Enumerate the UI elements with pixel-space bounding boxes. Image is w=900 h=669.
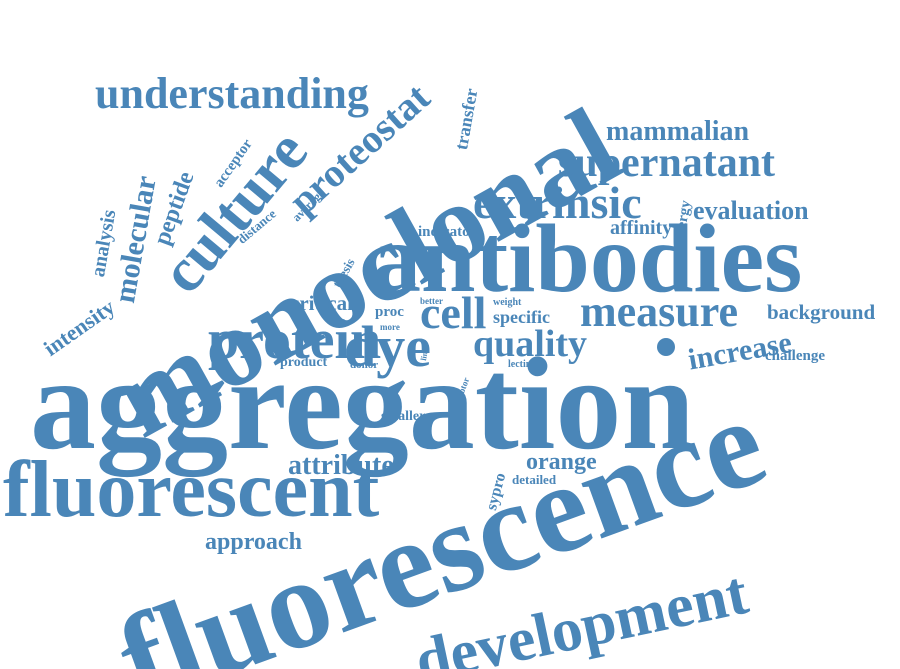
word-measure: measure [580, 287, 739, 336]
word-challenge: challenge [765, 348, 825, 364]
word-extrinsic: extrinsic [473, 177, 642, 228]
word-antibodies: antibodies [372, 205, 803, 313]
word-lectin: lectin [508, 359, 532, 370]
word-weight: weight [493, 297, 522, 308]
word-cell: cell [420, 287, 487, 338]
word-specific: specific [493, 307, 550, 327]
word-donor: donor [350, 359, 379, 371]
word-better: better [420, 296, 443, 306]
word-detailed: detailed [512, 472, 557, 487]
word-affinity: affinity [610, 217, 673, 239]
word-orange: orange [526, 449, 597, 475]
word-indicator: indicator [418, 224, 477, 240]
dot-mark [657, 338, 675, 356]
word-supernatant: supernatant [558, 140, 776, 186]
word-approach: approach [205, 529, 302, 555]
word-evaluation: evaluation [693, 196, 809, 225]
word-aggregation: aggregation [30, 330, 695, 477]
word-understanding: understanding [95, 69, 369, 118]
word-more: more [380, 322, 400, 332]
word-fluorescent: fluorescent [3, 446, 380, 534]
word-mammalian: mammalian [606, 116, 750, 147]
word-proc: proc [375, 304, 404, 320]
word-attribute: attribute [288, 450, 394, 481]
word-product: product [280, 355, 328, 370]
word-smaller: smaller [381, 409, 426, 424]
word-dye: dye [344, 314, 431, 379]
word-quality: quality [473, 323, 588, 365]
word-background: background [767, 300, 876, 324]
word-protein: protein [208, 309, 382, 371]
word-critical: critical [290, 291, 353, 315]
